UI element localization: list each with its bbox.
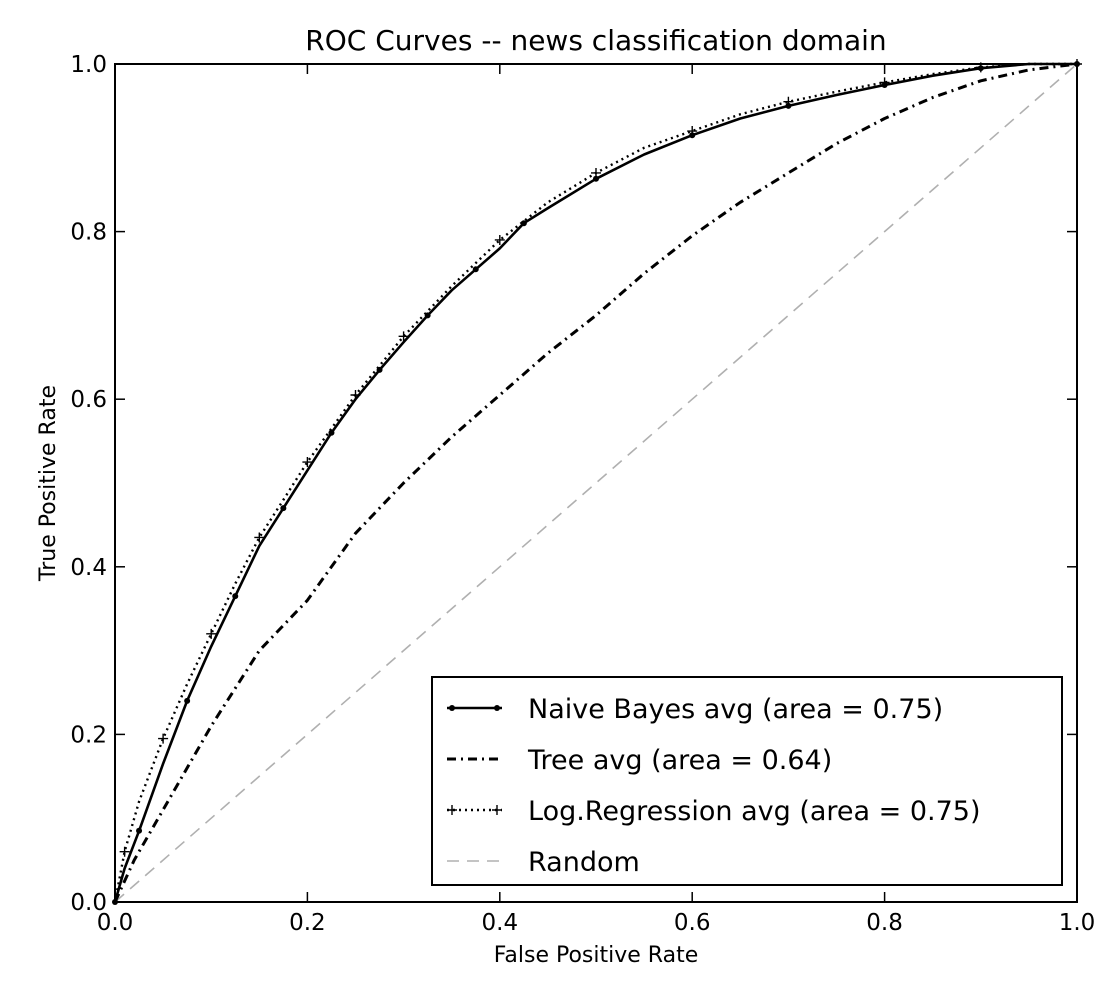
- chart-title: ROC Curves -- news classification domain: [305, 24, 886, 57]
- x-tick-label: 0.0: [97, 910, 134, 936]
- y-tick-label: 0.0: [70, 890, 107, 916]
- series-point-2: [398, 331, 409, 342]
- x-tick-label: 0.2: [289, 910, 326, 936]
- series-point-0: [593, 175, 599, 182]
- series-line-0: [113, 62, 1077, 903]
- y-axis-ticks: 0.0 0.2 0.4 0.6 0.8 1.0: [70, 52, 1077, 916]
- series-point-0: [184, 697, 191, 704]
- series-point-2: [879, 77, 890, 88]
- series-point-2: [302, 457, 313, 468]
- y-tick-label: 1.0: [70, 52, 107, 78]
- legend-label-1: Tree avg (area = 0.64): [527, 745, 832, 776]
- x-tick-label: 0.6: [674, 910, 711, 936]
- series-point-2: [254, 532, 265, 543]
- y-tick-label: 0.4: [70, 555, 107, 581]
- y-tick-label: 0.2: [70, 722, 107, 748]
- series-line-2: [113, 62, 1077, 903]
- legend-marker-2: [492, 805, 502, 815]
- x-tick-label: 1.0: [1059, 910, 1096, 936]
- series-point-0: [520, 220, 527, 227]
- series-point-2: [350, 390, 361, 401]
- series-point-0: [136, 827, 143, 834]
- series-point-2: [206, 628, 217, 639]
- legend-label-3: Random: [528, 847, 640, 878]
- x-axis-label: False Positive Rate: [494, 943, 698, 968]
- x-axis-ticks: 0.0 0.2 0.4 0.6 0.8 1.0: [97, 64, 1096, 936]
- series-point-0: [232, 593, 239, 600]
- legend-label-2: Log.Regression avg (area = 0.75): [528, 796, 981, 827]
- series-point-2: [687, 126, 698, 137]
- legend-marker-0: [449, 705, 455, 711]
- legend-label-0: Naive Bayes avg (area = 0.75): [528, 694, 943, 725]
- series-point-0: [472, 266, 479, 273]
- series-point-0: [280, 505, 287, 512]
- legend: Naive Bayes avg (area = 0.75) Tree avg (a…: [431, 676, 1063, 886]
- series-line-1: [113, 62, 1078, 903]
- series-point-2: [494, 234, 505, 245]
- x-tick-label: 0.4: [482, 910, 519, 936]
- plot-frame: [114, 63, 1078, 903]
- legend-marker-2: [447, 805, 457, 815]
- series-point-0: [328, 429, 335, 436]
- x-tick-label: 0.8: [866, 910, 903, 936]
- y-tick-label: 0.8: [70, 220, 107, 246]
- legend-marker-0: [494, 705, 500, 711]
- series-point-2: [158, 733, 169, 744]
- series-point-2: [119, 846, 130, 857]
- y-axis-label: True Positive Rate: [36, 385, 61, 582]
- legend-frame: [431, 676, 1063, 886]
- series-point-2: [783, 96, 794, 107]
- series-line-3: [114, 63, 1078, 903]
- y-tick-label: 0.6: [70, 387, 107, 413]
- series-point-2: [591, 167, 601, 178]
- curves: [112, 59, 1082, 905]
